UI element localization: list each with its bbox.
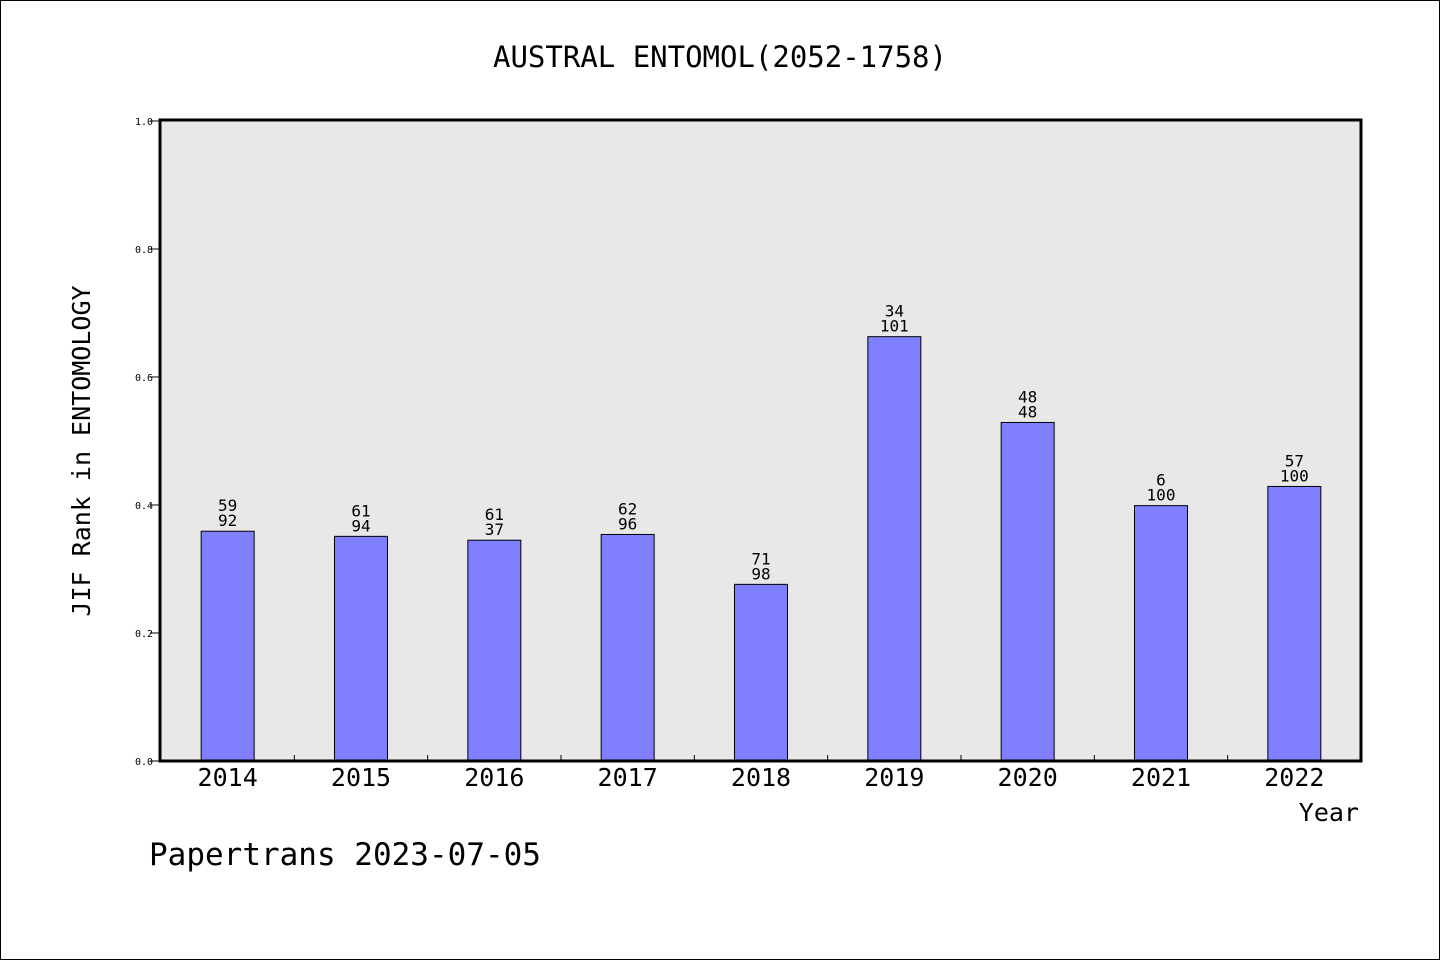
x-tick-label: 2021 bbox=[1131, 763, 1191, 792]
bar-label-bottom: 101 bbox=[880, 317, 909, 336]
bar-label-bottom: 92 bbox=[218, 511, 237, 530]
bar-label-bottom: 37 bbox=[485, 520, 504, 539]
bar-label-top: 61 bbox=[351, 501, 370, 520]
bar-label-bottom: 100 bbox=[1147, 486, 1176, 505]
x-tick-label: 2020 bbox=[998, 763, 1058, 792]
x-tick-label: 2017 bbox=[598, 763, 658, 792]
y-axis-label: JIF Rank in ENTOMOLOGY bbox=[67, 285, 96, 616]
bar bbox=[600, 533, 655, 762]
bar-label-top: 71 bbox=[751, 549, 770, 568]
bar-label-bottom: 98 bbox=[751, 564, 770, 583]
bar-label-bottom: 48 bbox=[1018, 402, 1037, 421]
bar bbox=[734, 583, 788, 762]
bar bbox=[200, 530, 255, 762]
x-tick-label: 2019 bbox=[864, 763, 924, 792]
bar-label-top: 6 bbox=[1156, 471, 1166, 490]
bar bbox=[467, 539, 522, 762]
x-tick-labels: 2014 2015 2016 2017 2018 2019 2020 2021 2022 bbox=[198, 763, 1325, 792]
y-tick-label: 0.0 bbox=[135, 757, 153, 768]
bar bbox=[334, 535, 388, 762]
bar bbox=[1000, 421, 1055, 762]
bar bbox=[1267, 485, 1322, 762]
y-axis-ticks: 0.0 0.2 0.4 0.6 0.8 1.0 bbox=[135, 117, 161, 768]
y-tick-label: 0.6 bbox=[135, 373, 153, 384]
bars bbox=[200, 336, 1322, 762]
bar-label-top: 59 bbox=[218, 496, 237, 515]
y-tick-label: 1.0 bbox=[135, 117, 153, 128]
bar-label-top: 57 bbox=[1285, 451, 1304, 470]
bar-label-bottom: 100 bbox=[1280, 466, 1309, 485]
chart-title: AUSTRAL ENTOMOL(2052-1758) bbox=[493, 40, 947, 74]
bar-label-bottom: 96 bbox=[618, 514, 637, 533]
bar bbox=[867, 336, 922, 762]
bar-label-top: 48 bbox=[1018, 387, 1037, 406]
x-axis-label: Year bbox=[1299, 798, 1359, 827]
bar bbox=[1134, 505, 1188, 762]
x-tick-label: 2014 bbox=[198, 763, 258, 792]
y-tick-label: 0.4 bbox=[135, 501, 153, 512]
bar-label-top: 34 bbox=[885, 302, 904, 321]
x-tick-label: 2022 bbox=[1264, 763, 1324, 792]
y-tick-label: 0.8 bbox=[135, 245, 153, 256]
y-tick-label: 0.2 bbox=[135, 629, 153, 640]
footer-credit: Papertrans 2023-07-05 bbox=[149, 837, 541, 873]
x-tick-label: 2015 bbox=[331, 763, 391, 792]
x-tick-label: 2018 bbox=[731, 763, 791, 792]
bar-label-top: 61 bbox=[485, 505, 504, 524]
bar-label-top: 62 bbox=[618, 499, 637, 518]
plot-frame bbox=[158, 118, 1363, 763]
x-tick-label: 2016 bbox=[464, 763, 524, 792]
bar-label-bottom: 94 bbox=[351, 516, 370, 535]
